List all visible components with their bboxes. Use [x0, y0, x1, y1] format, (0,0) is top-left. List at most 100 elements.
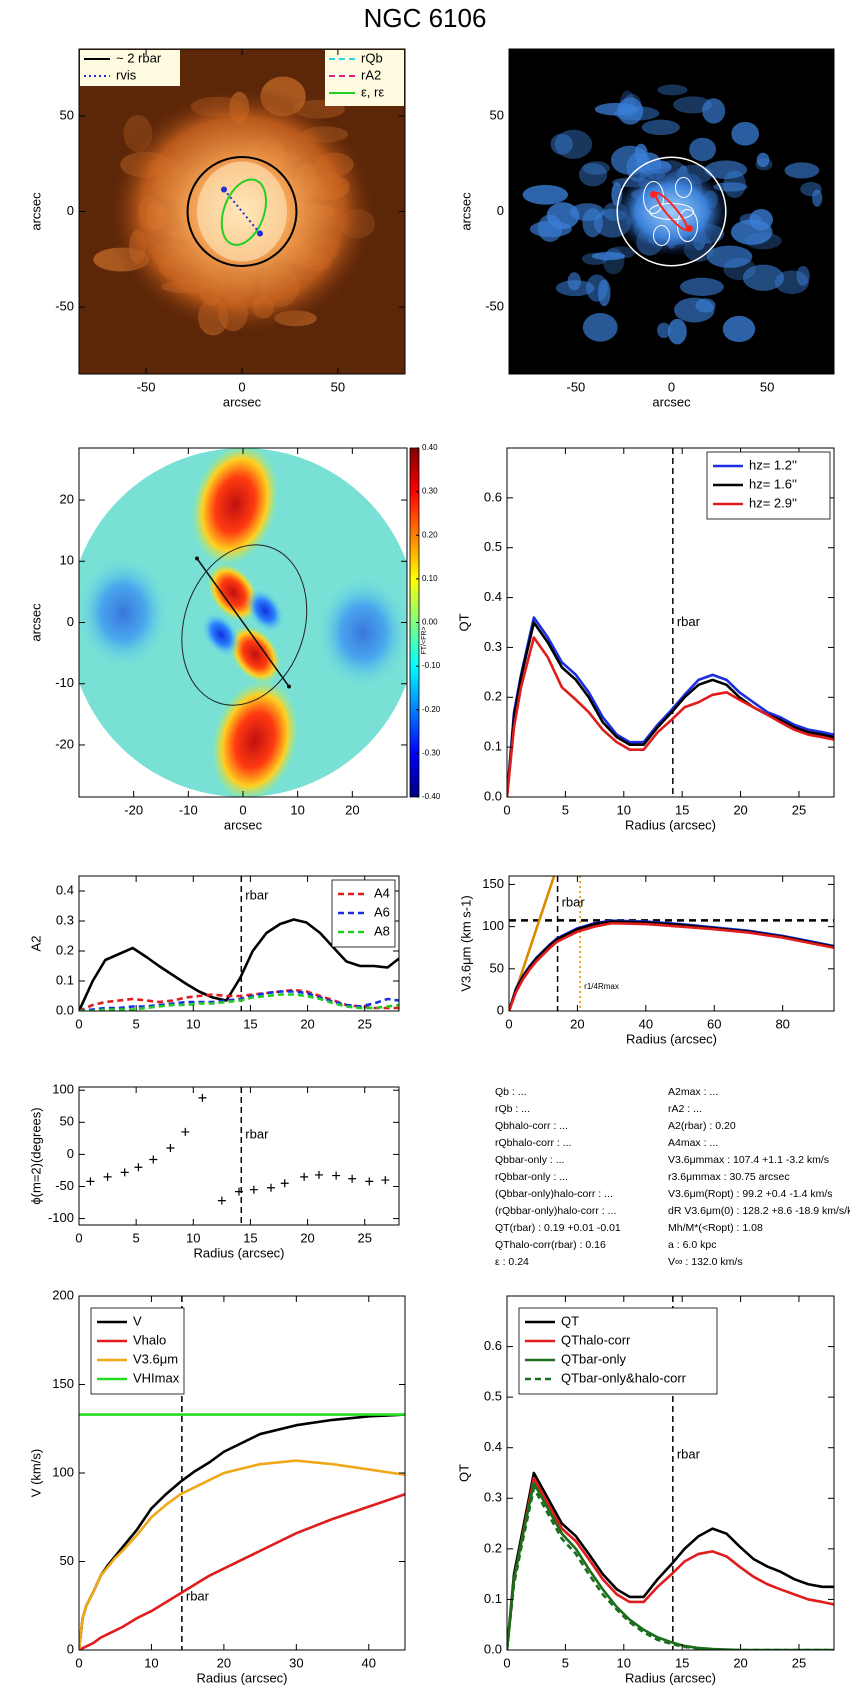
y-tick-label: 50	[490, 107, 504, 122]
x-axis-label: arcsec	[224, 817, 263, 832]
colorbar-tick-label: 0.20	[422, 530, 438, 539]
y-tick-label: 50	[490, 960, 504, 975]
plot-frame	[508, 875, 835, 1012]
plot-area	[509, 49, 834, 374]
plot-area	[86, 1087, 390, 1225]
y-tick-label: 0.0	[56, 1002, 74, 1017]
series-line	[507, 1486, 834, 1650]
scatter-point	[166, 1143, 175, 1152]
x-tick-label: 15	[675, 802, 689, 817]
y-tick-label: -50	[485, 299, 504, 314]
x-tick-label: 25	[357, 1230, 371, 1245]
reference-label: rbar	[245, 1127, 269, 1142]
residual-clump	[731, 121, 760, 146]
y-tick-label: 0.2	[56, 942, 74, 957]
x-tick-label: 0	[505, 1016, 512, 1031]
parameter-line: r3.6μmmax : 30.75 arcsec	[668, 1171, 790, 1183]
x-tick-label: 10	[186, 1016, 200, 1031]
x-tick-label: 5	[133, 1016, 140, 1031]
bar-end	[686, 225, 693, 232]
scatter-point	[381, 1176, 390, 1185]
legend-box	[80, 50, 180, 86]
legend-label: QTbar-only	[561, 1351, 627, 1366]
legend-label: ε, rε	[361, 84, 384, 99]
residual-clump	[689, 137, 717, 162]
residual-clump	[617, 97, 644, 125]
reference-label: rbar	[677, 1447, 701, 1462]
plot-area	[507, 1296, 834, 1650]
y-tick-label: -50	[55, 299, 74, 314]
y-tick-label: 0.1	[484, 1591, 502, 1606]
y-tick-label: 200	[52, 1287, 74, 1302]
x-tick-label: 50	[331, 379, 345, 394]
legend-label: VHImax	[133, 1370, 180, 1385]
parameter-line: (rQbbar-only)halo-corr : ...	[495, 1205, 616, 1217]
x-axis-label: Radius (arcsec)	[625, 1670, 716, 1685]
x-tick-label: 5	[133, 1230, 140, 1245]
residual-clump	[569, 203, 605, 221]
parameter-line: rA2 : ...	[668, 1103, 702, 1115]
y-tick-label: -10	[55, 675, 74, 690]
residual-clump	[744, 232, 782, 250]
y-tick-label: 100	[482, 918, 504, 933]
residual-clump	[550, 133, 573, 155]
legend-label: A6	[374, 904, 390, 919]
x-tick-label: 25	[792, 802, 806, 817]
x-tick-label: 40	[362, 1655, 376, 1670]
x-tick-label: -10	[179, 802, 198, 817]
y-axis-label: QT	[456, 613, 471, 631]
residual-clump	[755, 158, 773, 171]
y-tick-label: 150	[52, 1376, 74, 1391]
scatter-point	[249, 1185, 258, 1194]
x-tick-label: 80	[775, 1016, 789, 1031]
colorbar-tick-label: -0.40	[422, 792, 441, 801]
x-tick-label: 5	[562, 1655, 569, 1670]
scatter-point	[315, 1170, 323, 1179]
scatter-point	[103, 1172, 112, 1181]
scatter-point	[120, 1168, 129, 1177]
y-axis-label: V (km/s)	[28, 1449, 43, 1497]
y-tick-label: 100	[52, 1082, 74, 1097]
series-line	[509, 921, 834, 1011]
series-line	[507, 636, 834, 797]
legend-label: QT	[561, 1313, 579, 1328]
residual-clump	[739, 213, 762, 225]
residual-clump	[667, 318, 687, 345]
residual-clump	[702, 98, 726, 124]
plot-area	[509, 876, 834, 1011]
scatter-point	[348, 1174, 357, 1183]
series-line	[79, 1493, 405, 1650]
vis-end	[221, 186, 227, 193]
y-tick-label: 0.5	[484, 1389, 502, 1404]
x-tick-label: 10	[617, 1655, 631, 1670]
x-tick-label: 10	[186, 1230, 200, 1245]
y-tick-label: 0	[497, 1002, 504, 1017]
residual-clump	[582, 313, 618, 342]
y-tick-label: 0.3	[484, 639, 502, 654]
x-tick-label: 0	[668, 379, 675, 394]
parameter-line: dR V3.6μm(0) : 128.2 +8.6 -18.9 km/s/kpc	[668, 1205, 850, 1217]
legend-box	[325, 50, 404, 106]
x-tick-label: 10	[290, 802, 304, 817]
ratio-lobe	[191, 448, 279, 566]
y-axis-label: V3.6μm (km s-1)	[458, 895, 473, 991]
legend-label: hz= 1.6''	[749, 476, 797, 491]
residual-clump	[784, 162, 820, 179]
scatter-point	[181, 1127, 190, 1136]
plot-frame	[78, 875, 400, 1012]
y-tick-label: 0.3	[56, 912, 74, 927]
y-tick-label: 50	[60, 1553, 74, 1568]
series-line	[507, 616, 834, 797]
residual-clump	[578, 162, 608, 187]
residual-clump	[522, 184, 569, 205]
series-line	[507, 621, 834, 797]
x-axis-label: Radius (arcsec)	[196, 1670, 287, 1685]
ratio-lobe	[245, 588, 285, 633]
y-tick-label: 0.4	[484, 1439, 502, 1454]
scatter-point	[134, 1163, 143, 1172]
y-tick-label: 0.0	[484, 788, 502, 803]
residual-clump	[680, 277, 724, 296]
bar-end	[287, 684, 291, 689]
y-tick-label: 0	[67, 1146, 74, 1161]
